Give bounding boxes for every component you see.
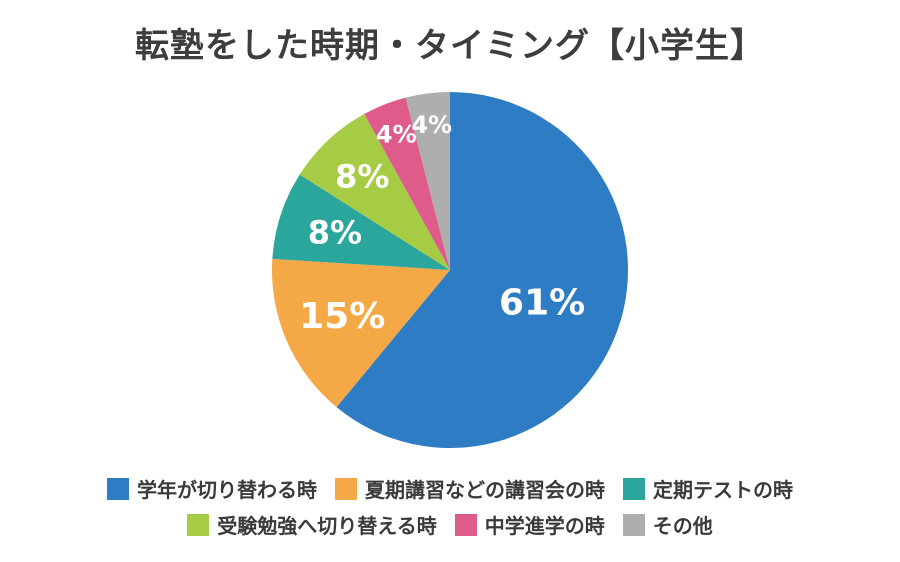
pie-chart: 61% 15% 8% 8% 4%4% — [272, 92, 628, 448]
slice-value-label: 61% — [499, 283, 585, 324]
pie-slices — [272, 92, 628, 448]
legend-item: 受験勉強へ切り替える時 — [187, 510, 437, 539]
legend-label: 定期テストの時 — [653, 478, 793, 502]
legend-label: 中学進学の時 — [484, 514, 605, 538]
legend-label: 夏期講習などの講習会の時 — [365, 478, 605, 502]
chart-title: 転塾をした時期・タイミング【小学生】 — [135, 26, 765, 66]
pie-slice — [272, 174, 450, 270]
slice-value-label: 8% — [308, 214, 362, 252]
legend-swatch — [622, 513, 645, 536]
pie-slice — [364, 97, 450, 270]
slice-value-label: 4% — [411, 111, 452, 139]
legend-swatch — [107, 477, 129, 500]
pie-slice — [299, 114, 450, 270]
slice-value-label: 4% — [376, 120, 417, 148]
legend-label: 学年が切り替わる時 — [137, 478, 317, 502]
legend-item: 学年が切り替わる時 — [107, 474, 317, 503]
pie-slice — [405, 92, 450, 270]
pie-slice — [336, 92, 628, 448]
legend-swatch — [623, 477, 645, 500]
legend-row-2: 受験勉強へ切り替える時 中学進学の時 その他 — [0, 510, 900, 539]
pie-slice — [272, 258, 450, 408]
legend-item: 定期テストの時 — [623, 474, 793, 503]
legend-item: 夏期講習などの講習会の時 — [335, 474, 605, 503]
legend-swatch — [187, 513, 210, 536]
slice-value-label: 15% — [299, 296, 385, 337]
legend-label: 受験勉強へ切り替える時 — [217, 514, 437, 538]
slice-value-label: 8% — [335, 158, 389, 196]
legend-row-1: 学年が切り替わる時 夏期講習などの講習会の時 定期テストの時 — [0, 474, 900, 503]
legend-swatch — [335, 477, 357, 500]
pie-labels: 61% 15% 8% 8% 4%4% — [299, 111, 585, 337]
legend-item: その他 — [622, 510, 713, 539]
legend-label: その他 — [652, 514, 713, 538]
legend-item: 中学進学の時 — [454, 510, 605, 539]
legend-swatch — [454, 513, 477, 536]
